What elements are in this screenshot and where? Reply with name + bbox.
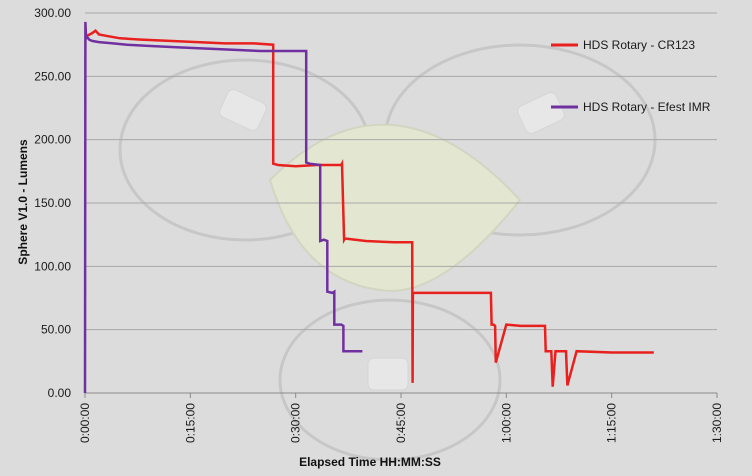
series-lines [83, 21, 654, 394]
x-tick-label-6: 1:30:00 [710, 403, 724, 443]
y-tick-label-3: 150.00 [34, 196, 71, 210]
x-axis-title: Elapsed Time HH:MM:SS [299, 455, 441, 469]
x-tick-label-3: 0:45:00 [394, 403, 408, 443]
legend: HDS Rotary - CR123 HDS Rotary - Efest IM… [551, 38, 711, 114]
legend-label-cr123: HDS Rotary - CR123 [583, 38, 695, 52]
y-tick-label-5: 250.00 [34, 69, 71, 83]
gridlines [85, 12, 717, 331]
x-tick-label-4: 1:00:00 [499, 403, 513, 443]
y-tick-label-0: 0.00 [48, 386, 72, 400]
y-tick-label-2: 100.00 [34, 259, 71, 273]
x-tick-labels: 0:00:00 0:15:00 0:30:00 0:45:00 1:00:00 1:15:… [78, 403, 724, 443]
x-tick-label-5: 1:15:00 [605, 403, 619, 443]
y-tick-labels: 0.00 50.00 100.00 150.00 200.00 250.00 300.00 [34, 6, 71, 400]
background-photo [118, 43, 657, 462]
x-tick-label-1: 0:15:00 [183, 403, 197, 443]
axes [84, 392, 718, 398]
x-tick-label-0: 0:00:00 [78, 403, 92, 443]
y-tick-label-4: 200.00 [34, 133, 71, 147]
y-axis-title: Sphere V1.0 - Lumens [16, 139, 30, 265]
series-line-0 [84, 29, 654, 387]
y-tick-label-6: 300.00 [34, 6, 71, 20]
series-line-1 [83, 21, 363, 394]
x-tick-label-2: 0:30:00 [289, 403, 303, 443]
legend-label-efest-imr: HDS Rotary - Efest IMR [583, 100, 711, 114]
y-tick-label-1: 50.00 [41, 323, 71, 337]
